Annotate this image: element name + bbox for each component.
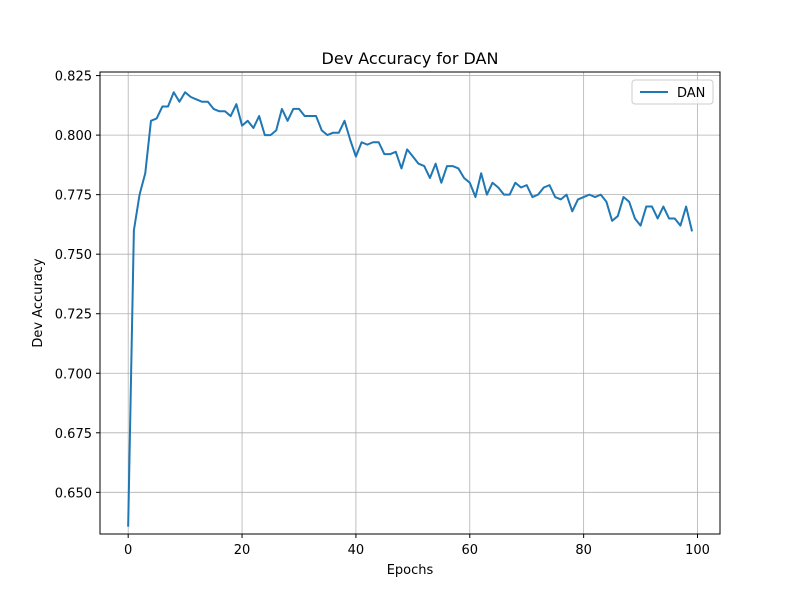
- y-tick-label: 0.825: [55, 70, 92, 85]
- y-tick-label: 0.750: [55, 248, 92, 263]
- y-tick-label: 0.650: [55, 486, 92, 501]
- x-tick-label: 80: [575, 543, 592, 558]
- grid-lines: [100, 72, 720, 534]
- x-tick-label: 20: [234, 543, 251, 558]
- legend-box: [631, 79, 714, 105]
- x-tick-label: 0: [124, 543, 132, 558]
- plot-area: [100, 72, 720, 534]
- series-layer: [127, 91, 694, 527]
- y-tick-label: 0.700: [55, 367, 92, 382]
- x-tick-label: 40: [348, 543, 365, 558]
- y-tick-label: 0.775: [55, 189, 92, 204]
- plot-frame: [99, 71, 721, 535]
- x-tick-label: 100: [685, 543, 710, 558]
- legend-label: DAN: [677, 86, 705, 101]
- y-tick-label: 0.675: [55, 427, 92, 442]
- y-tick-label: 0.725: [55, 308, 92, 323]
- axis-ticks: 0 20 40 60 80 100 0.650 0.675 0.700 0.725 0.750 0.7…: [55, 70, 710, 558]
- y-tick-label: 0.800: [55, 129, 92, 144]
- y-axis-label: Dev Accuracy: [31, 258, 46, 347]
- x-tick-label: 60: [462, 543, 479, 558]
- chart-title: Dev Accuracy for DAN: [322, 49, 499, 68]
- legend: DAN: [631, 79, 714, 105]
- x-axis-label: Epochs: [387, 563, 434, 578]
- series-line-dan: [127, 91, 694, 527]
